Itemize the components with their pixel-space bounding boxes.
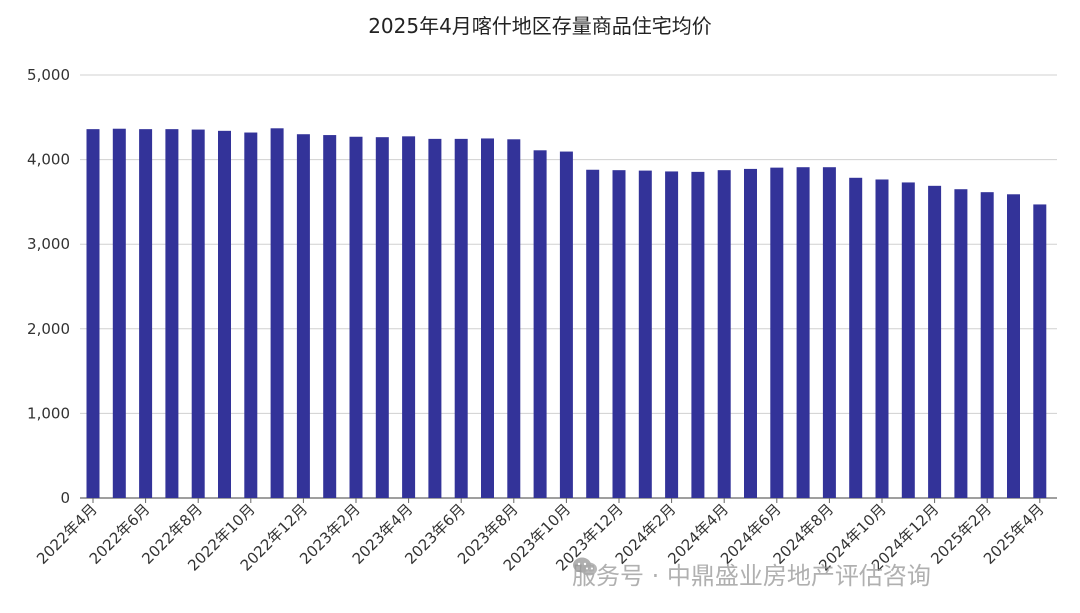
bar [744,168,757,498]
wechat-icon [573,557,597,576]
bar [928,185,942,499]
y-tick-label: 0 [60,489,70,507]
bar [533,150,547,498]
bar [665,171,679,498]
bar [612,170,626,499]
bar [428,138,442,499]
bar [402,136,416,498]
y-tick-label: 5,000 [27,66,70,84]
bar [901,182,915,498]
chart-title: 2025年4月喀什地区存量商品住宅均价 [368,14,712,38]
bar [296,134,310,498]
y-tick-label: 1,000 [27,404,70,422]
bar [481,138,494,498]
watermark-text: 服务号 · 中鼎盛业房地产评估咨询 [572,562,931,590]
bar [638,170,652,498]
y-tick-label: 2,000 [27,320,70,338]
bar [507,139,521,498]
bar [822,167,836,499]
y-tick-label: 4,000 [27,151,70,169]
bar [1007,194,1020,498]
bar [559,151,573,499]
watermark: 服务号 · 中鼎盛业房地产评估咨询 [572,556,931,591]
bar [691,171,705,498]
bar [165,129,179,499]
bar [875,179,889,498]
bar [1033,204,1047,499]
bar [86,129,100,499]
bar [270,128,284,498]
bar [796,167,810,499]
y-tick-label: 3,000 [27,235,70,253]
bar [717,170,731,499]
bar [191,129,205,498]
bar [375,137,389,498]
bar [980,192,994,498]
bar [454,138,468,499]
bar [770,167,784,498]
bar [244,132,258,498]
bar [849,177,863,498]
bar [349,136,363,498]
bar [139,129,153,499]
bar [586,169,600,498]
bar [218,130,231,498]
bar [112,128,126,498]
bar [323,135,337,499]
bar [954,189,968,498]
